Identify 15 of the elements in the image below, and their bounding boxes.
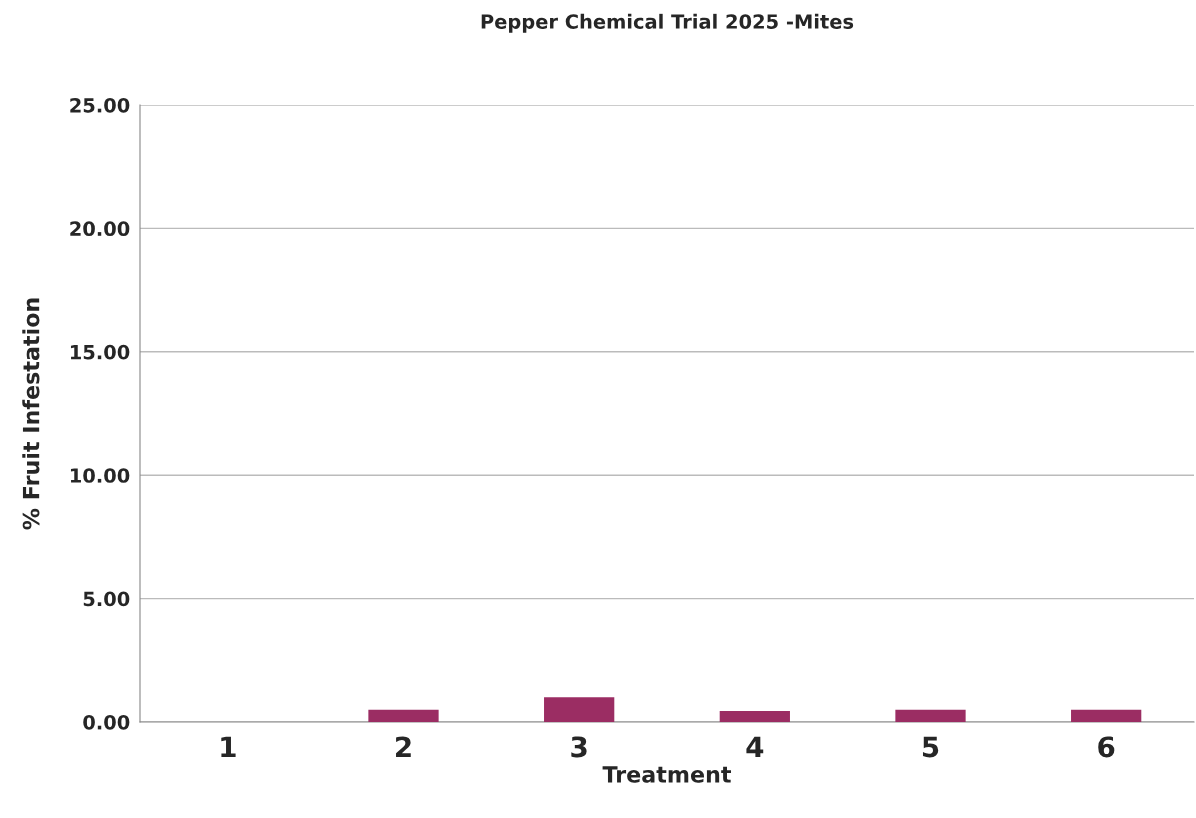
y-tick-label: 5.00 — [83, 591, 130, 607]
y-tick-label: 0.00 — [83, 714, 130, 730]
x-tick-label: 4 — [746, 736, 764, 757]
y-tick-label: 25.00 — [70, 97, 130, 113]
y-axis-title: % Fruit Infestation — [22, 298, 40, 530]
x-tick-label: 1 — [221, 736, 236, 757]
x-tick-label: 6 — [1098, 736, 1115, 758]
y-tick-label: 15.00 — [70, 344, 130, 360]
chart-title: Pepper Chemical Trial 2025 -Mites — [481, 13, 854, 33]
y-tick-label: 10.00 — [70, 468, 130, 483]
x-tick-label: 5 — [922, 736, 939, 758]
x-tick-label: 3 — [571, 736, 587, 758]
y-tick-label: 20.00 — [70, 221, 130, 237]
x-tick-label: 2 — [396, 736, 411, 757]
x-axis-title: Treatment — [602, 766, 732, 783]
